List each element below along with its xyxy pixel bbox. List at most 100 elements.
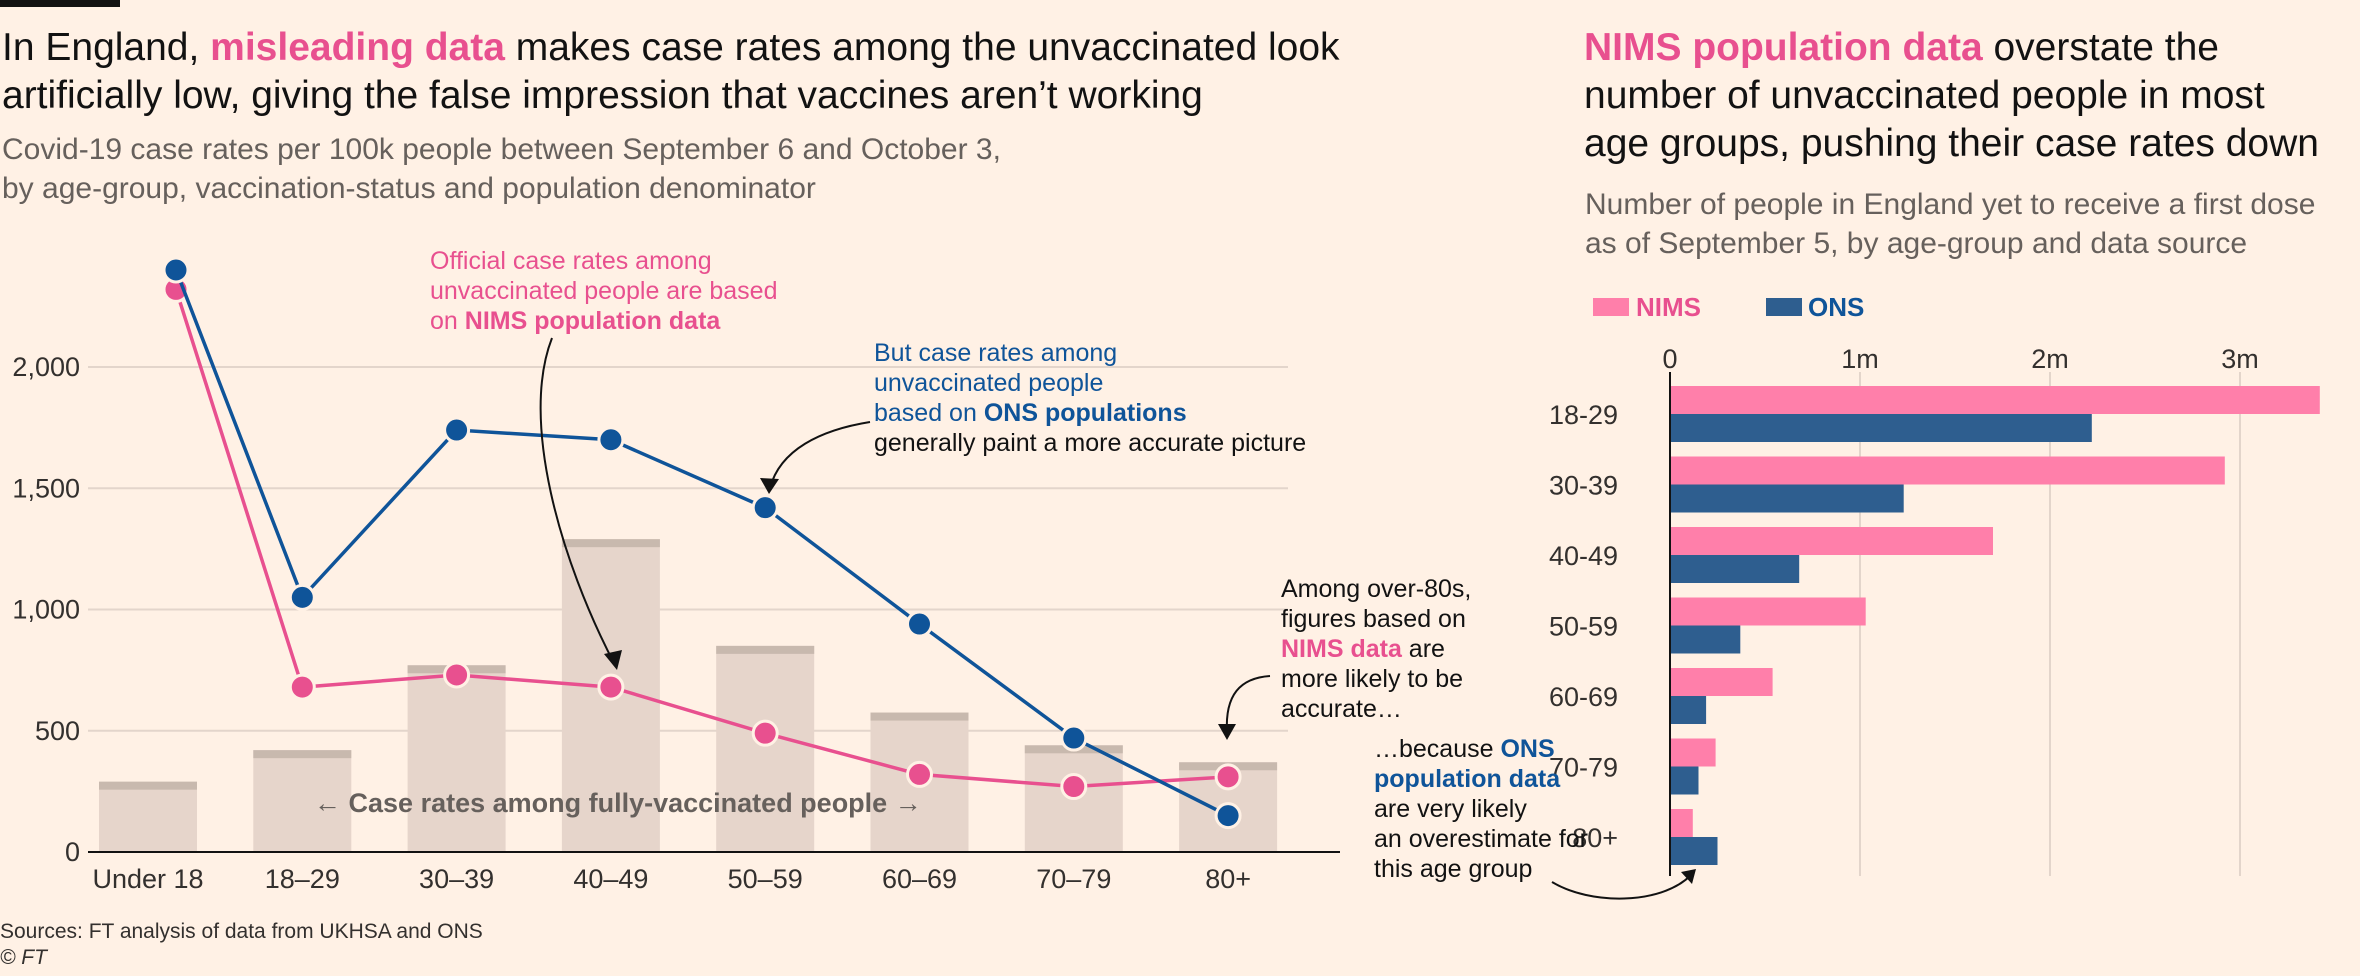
ft-top-bar <box>0 0 120 7</box>
arrow-ons80-curve <box>1551 875 1691 900</box>
y-category-label: 18-29 <box>1549 400 1618 430</box>
left-headline-line2: artificially low, giving the false impre… <box>2 74 1203 117</box>
ons-bar <box>1670 555 1800 583</box>
nims-point <box>288 673 316 701</box>
nims-bar <box>1670 597 1866 626</box>
annotation-ons: But case rates among unvaccinated people… <box>874 338 1306 458</box>
nims-point <box>1060 773 1088 801</box>
left-subtitle-line2: by age-group, vaccination-status and pop… <box>2 172 816 205</box>
nims-line <box>174 288 1229 789</box>
left-headline-post: makes case rates among the unvaccinated … <box>504 26 1340 69</box>
arrow-over80-head <box>1218 724 1236 740</box>
x-tick-label: 30–39 <box>419 864 494 894</box>
annotation-nims-line1: Official case rates among <box>430 247 712 275</box>
vaccinated-bar-cap <box>870 712 969 721</box>
vaccinated-bars-label: ← Case rates among fully-vaccinated peop… <box>314 788 922 819</box>
left-line-chart: 0 500 1,000 1,500 2,000 Under 18 18–29 30–39 40–… <box>12 256 1340 894</box>
annotation-because-line1-bold: ONS <box>1500 735 1555 763</box>
arrow-ons80-head <box>1681 869 1696 884</box>
left-headline-highlight: misleading data <box>210 26 505 69</box>
annotation-over80-line5: accurate… <box>1281 695 1402 723</box>
annotation-because-line1: …because ONS <box>1374 734 1588 764</box>
arrow-ons-curve <box>769 421 871 489</box>
x-tick-label: 18–29 <box>265 864 340 894</box>
annotation-because-line4: an overestimate for <box>1374 825 1588 853</box>
vaccinated-bar-cap <box>253 750 352 759</box>
vaccinated-bar <box>407 665 506 852</box>
legend-ons-label: ONS <box>1808 292 1864 322</box>
vaccinated-bar <box>253 750 352 852</box>
x-tick-label: Under 18 <box>92 864 203 894</box>
vaccinated-bar <box>716 645 815 852</box>
annotation-ons-line3: based on ONS populations <box>874 398 1306 428</box>
nims-point <box>906 760 933 788</box>
annotation-nims-line3-bold: NIMS population data <box>464 307 721 335</box>
bar-label-arrow-left: ← <box>314 788 341 818</box>
vaccinated-bar-cap <box>716 645 815 654</box>
legend-nims-label: NIMS <box>1636 292 1701 322</box>
legend-nims-swatch <box>1593 298 1629 316</box>
right-headline-post: overstate the <box>1982 26 2219 69</box>
x-tick-label: 1m <box>1841 344 1879 374</box>
vaccinated-bar <box>99 781 197 852</box>
annotation-because: …because ONS population data are very li… <box>1374 734 1588 884</box>
nims-bar <box>1670 668 1773 696</box>
ons-point <box>1060 724 1088 752</box>
ons-bar <box>1670 766 1699 795</box>
annotation-because-line2: population data <box>1374 765 1561 793</box>
copyright: © FT <box>0 946 47 969</box>
x-tick-label: 40–49 <box>573 864 648 894</box>
annotation-nims-line3: on NIMS population data <box>430 306 778 336</box>
y-category-label: 60-69 <box>1549 682 1618 712</box>
right-headline: NIMS population data overstate the numbe… <box>1584 24 2360 168</box>
ons-bar <box>1670 625 1741 654</box>
right-headline-highlight: NIMS population data <box>1584 26 1983 69</box>
annotation-nims: Official case rates among unvaccinated p… <box>430 246 778 336</box>
sources: Sources: FT analysis of data from UKHSA … <box>0 920 483 943</box>
x-tick-label: 50–59 <box>728 864 803 894</box>
nims-point <box>597 673 625 701</box>
right-headline-line2: number of unvaccinated people in most <box>1584 74 2265 117</box>
bar-label-arrow-right: → <box>894 788 922 818</box>
y-category-label: 30-39 <box>1549 471 1618 501</box>
nims-bar <box>1670 809 1693 837</box>
right-headline-line3: age groups, pushing their case rates dow… <box>1584 122 2319 165</box>
ons-point <box>1214 802 1242 830</box>
right-subtitle-line1: Number of people in England yet to recei… <box>1585 188 2316 221</box>
x-tick-label: 2m <box>2031 344 2069 374</box>
left-headline: In England, misleading data makes case r… <box>2 24 1502 120</box>
right-subtitle-line2: as of September 5, by age-group and data… <box>1585 227 2248 260</box>
annotation-over80-line3-bold: NIMS data <box>1281 635 1402 663</box>
legend-ons-swatch <box>1766 298 1802 316</box>
ons-point <box>288 583 316 611</box>
ons-line <box>174 269 1229 818</box>
ons-point <box>597 426 625 454</box>
right-bar-chart: 0 1m 2m 3m 18-29 30-39 40-49 50-59 60-69 70-79 80+… <box>1549 292 2320 876</box>
x-tick-label: 70–79 <box>1036 864 1111 894</box>
nims-point <box>1214 763 1242 791</box>
annotation-because-line5: this age group <box>1374 855 1533 883</box>
annotation-nims-line2: unvaccinated people are based <box>430 277 778 305</box>
annotation-because-line3: are very likely <box>1374 795 1527 823</box>
annotation-over80: Among over-80s, figures based on NIMS da… <box>1281 574 1471 724</box>
annotation-ons-line4: generally paint a more accurate picture <box>874 429 1307 457</box>
annotation-over80-line2: figures based on <box>1281 605 1466 633</box>
ons-point <box>443 416 471 444</box>
left-subtitle: Covid-19 case rates per 100k people betw… <box>2 130 1302 208</box>
nims-bar <box>1670 738 1716 767</box>
y-tick-label: 0 <box>65 837 80 867</box>
y-tick-label: 500 <box>35 716 80 746</box>
bar-label-text: Case rates among fully-vaccinated people <box>348 788 888 818</box>
nims-bar <box>1670 386 2320 414</box>
x-tick-label: 3m <box>2221 344 2259 374</box>
ons-point <box>751 494 779 522</box>
y-category-label: 50-59 <box>1549 612 1618 642</box>
x-tick-label: 0 <box>1662 344 1677 374</box>
y-tick-label: 1,000 <box>12 595 80 625</box>
annotation-over80-line3: NIMS data are <box>1281 634 1471 664</box>
left-headline-pre: In England, <box>2 26 211 69</box>
y-tick-label: 2,000 <box>12 352 80 382</box>
left-headline-line1: In England, misleading data makes case r… <box>2 24 1502 72</box>
x-tick-label: 60–69 <box>882 864 957 894</box>
